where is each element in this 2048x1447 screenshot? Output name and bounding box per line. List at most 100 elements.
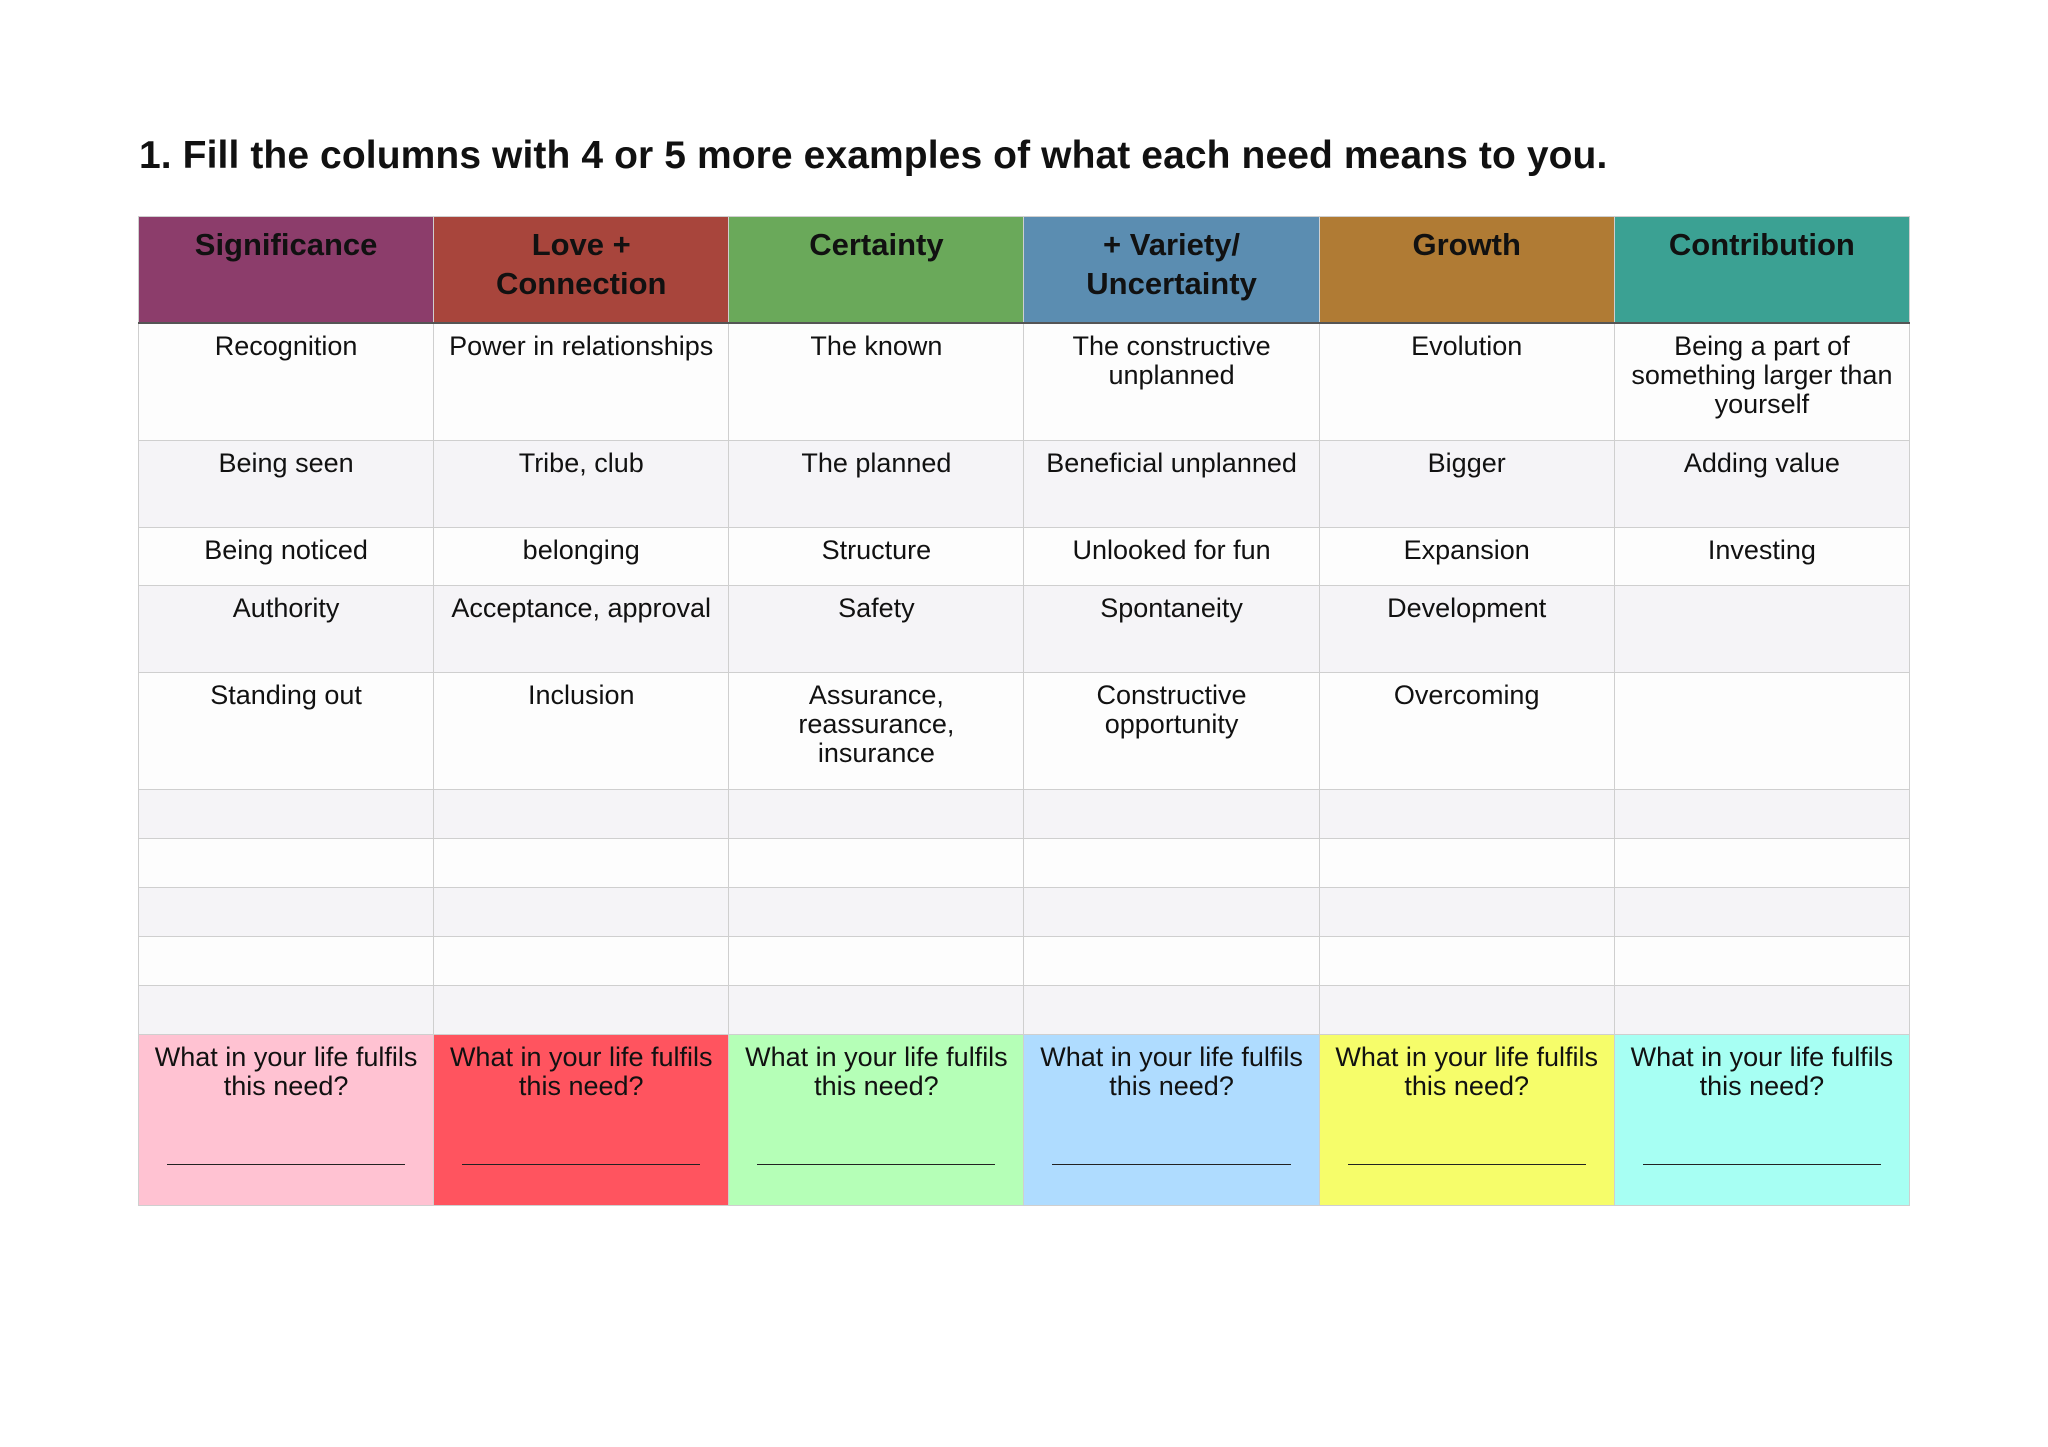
example-text: Standing out (210, 680, 362, 710)
fulfilment-prompt-cell[interactable]: What in your life fulfils this need? (1318, 1034, 1615, 1206)
example-cell[interactable]: Constructive opportunity (1023, 672, 1320, 790)
fulfilment-prompt: What in your life fulfils this need? (729, 1043, 1023, 1101)
example-cell[interactable]: Being seen (137, 440, 435, 528)
empty-entry-cell[interactable] (1613, 936, 1911, 986)
empty-entry-cell[interactable] (137, 985, 435, 1035)
empty-entry-cell[interactable] (1613, 985, 1911, 1035)
example-cell[interactable]: Beneficial unplanned (1023, 440, 1320, 528)
example-cell[interactable]: The known (728, 322, 1025, 441)
empty-entry-cell[interactable] (1613, 789, 1911, 839)
empty-row (137, 887, 1911, 937)
example-cell[interactable]: Bigger (1318, 440, 1615, 528)
example-cell[interactable]: Evolution (1318, 322, 1615, 441)
example-text: Development (1387, 593, 1547, 623)
example-cell[interactable]: Assurance, reassurance, insurance (728, 672, 1025, 790)
empty-entry-cell[interactable] (137, 789, 435, 839)
example-cell[interactable]: The constructive unplanned (1023, 322, 1320, 441)
empty-entry-cell[interactable] (137, 936, 435, 986)
answer-line[interactable] (1052, 1164, 1291, 1165)
answer-line[interactable] (167, 1164, 406, 1165)
empty-entry-cell[interactable] (728, 887, 1025, 937)
empty-entry-cell[interactable] (1318, 838, 1615, 888)
table-row: Being noticed belonging Structure Unlooked … (137, 527, 1911, 586)
column-header-label: + Variety/ (1103, 227, 1241, 262)
example-cell[interactable]: Being a part of something larger than your… (1613, 322, 1911, 441)
fulfilment-prompt-cell[interactable]: What in your life fulfils this need? (728, 1034, 1025, 1206)
empty-entry-cell[interactable] (728, 838, 1025, 888)
fulfilment-prompt-cell[interactable]: What in your life fulfils this need? (137, 1034, 435, 1206)
answer-line[interactable] (1347, 1164, 1586, 1165)
empty-entry-cell[interactable] (433, 985, 730, 1035)
empty-entry-cell[interactable] (728, 936, 1025, 986)
example-text: Authority (232, 593, 340, 623)
example-cell[interactable]: Recognition (137, 322, 435, 441)
example-cell[interactable]: Authority (137, 585, 435, 673)
header-row: Significance Love + Connection Certainty + V… (137, 216, 1911, 324)
empty-entry-cell[interactable] (1023, 936, 1320, 986)
empty-entry-cell[interactable] (137, 887, 435, 937)
empty-entry-cell[interactable] (1023, 789, 1320, 839)
example-cell[interactable]: Inclusion (433, 672, 730, 790)
empty-entry-cell[interactable] (1023, 838, 1320, 888)
example-text: Safety (838, 593, 915, 623)
example-cell[interactable]: Development (1318, 585, 1615, 673)
example-text: Being seen (218, 448, 354, 478)
fulfilment-prompt-cell[interactable]: What in your life fulfils this need? (1613, 1034, 1911, 1206)
example-text: Beneficial unplanned (1046, 448, 1297, 478)
example-cell[interactable]: Adding value (1613, 440, 1911, 528)
empty-entry-cell[interactable] (1613, 887, 1911, 937)
column-header-4: Growth (1318, 216, 1615, 324)
fulfilment-prompt-cell[interactable]: What in your life fulfils this need? (433, 1034, 730, 1206)
example-cell[interactable] (1613, 672, 1911, 790)
example-cell[interactable]: Standing out (137, 672, 435, 790)
empty-entry-cell[interactable] (433, 936, 730, 986)
empty-entry-cell[interactable] (137, 838, 435, 888)
example-cell[interactable]: Safety (728, 585, 1025, 673)
example-text: Being a part of (1674, 331, 1850, 361)
example-cell[interactable]: Being noticed (137, 527, 435, 586)
example-cell[interactable]: Structure (728, 527, 1025, 586)
example-text: something larger than (1631, 360, 1893, 390)
empty-entry-cell[interactable] (1318, 887, 1615, 937)
table-row: Authority Acceptance, approval Safety Spont… (137, 585, 1911, 673)
empty-entry-cell[interactable] (433, 887, 730, 937)
fulfilment-prompt-line: What in your life fulfils (1040, 1042, 1303, 1072)
empty-entry-cell[interactable] (1023, 985, 1320, 1035)
example-text: Assurance, (808, 680, 944, 710)
example-cell[interactable]: Overcoming (1318, 672, 1615, 790)
empty-entry-cell[interactable] (1318, 985, 1615, 1035)
empty-entry-cell[interactable] (1613, 838, 1911, 888)
empty-entry-cell[interactable] (1318, 936, 1615, 986)
column-header-label: Contribution (1668, 227, 1855, 262)
fulfilment-prompt-cell[interactable]: What in your life fulfils this need? (1023, 1034, 1320, 1206)
empty-entry-cell[interactable] (728, 985, 1025, 1035)
answer-line[interactable] (462, 1164, 701, 1165)
empty-entry-cell[interactable] (728, 789, 1025, 839)
example-cell[interactable]: belonging (433, 527, 730, 586)
needs-table: Significance Love + Connection Certainty + V… (137, 216, 1911, 1206)
empty-entry-cell[interactable] (433, 838, 730, 888)
empty-entry-cell[interactable] (433, 789, 730, 839)
example-cell[interactable]: Tribe, club (433, 440, 730, 528)
answer-line[interactable] (757, 1164, 996, 1165)
example-cell[interactable]: Investing (1613, 527, 1911, 586)
example-cell[interactable]: Spontaneity (1023, 585, 1320, 673)
example-text: Evolution (1411, 331, 1523, 361)
table-body: Recognition Power in relationships The kno… (137, 322, 1911, 1206)
fulfilment-prompt-line: this need? (1109, 1071, 1234, 1101)
empty-row (137, 936, 1911, 986)
example-cell[interactable]: Power in relationships (433, 322, 730, 441)
answer-line[interactable] (1642, 1164, 1881, 1165)
example-cell[interactable]: Acceptance, approval (433, 585, 730, 673)
example-text: Constructive (1096, 680, 1247, 710)
example-text: Spontaneity (1100, 593, 1243, 623)
empty-row (137, 985, 1911, 1035)
example-cell[interactable]: Expansion (1318, 527, 1615, 586)
example-text: yourself (1714, 389, 1810, 419)
empty-entry-cell[interactable] (1318, 789, 1615, 839)
example-cell[interactable] (1613, 585, 1911, 673)
example-cell[interactable]: The planned (728, 440, 1025, 528)
example-cell[interactable]: Unlooked for fun (1023, 527, 1320, 586)
empty-entry-cell[interactable] (1023, 887, 1320, 937)
example-text: insurance (817, 738, 935, 768)
